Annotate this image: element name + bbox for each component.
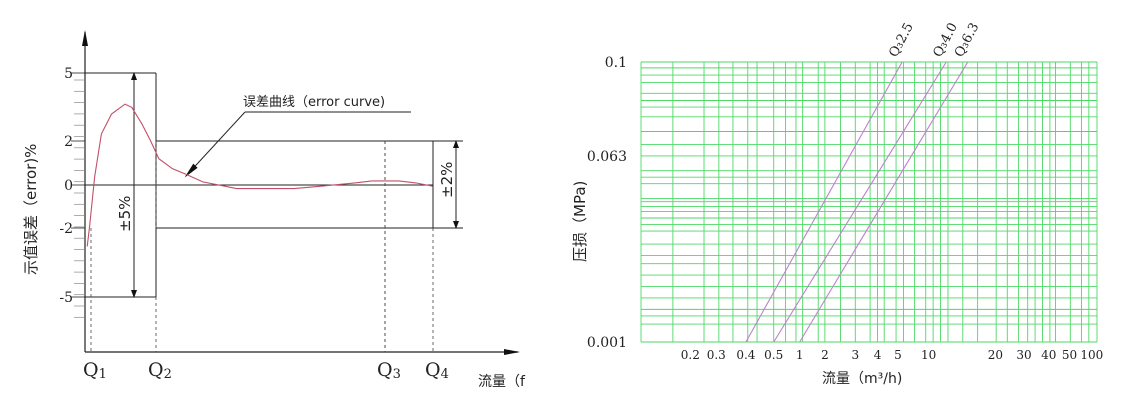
x-tick-label: 0.5 [764,348,783,362]
y-tick-label: -5 [59,290,73,306]
error-curve [86,103,433,247]
limit-label-2: ±2% [438,162,456,198]
x-tick-label: 0.4 [736,348,755,362]
x-tick-label: 0.2 [681,348,700,362]
x-tick-label: 20 [988,348,1003,362]
q-sub: 1 [99,367,107,382]
y-tick-label: 5 [64,66,73,82]
x-tick-label: 4 [874,348,882,362]
y-tick-label: -2 [59,221,73,237]
x-tick-label: 2 [821,348,829,362]
x-tick-label: 5 [894,348,902,362]
y-tick-label: 0 [64,178,73,194]
q-main: Q [148,359,164,381]
x-axis-label: 流量（f [478,374,526,390]
x-tick-label-q4: Q4 [425,359,449,382]
error-curve-annotation: 误差曲线（error curve) [243,95,385,110]
annotation-leader-arrow [184,111,246,178]
y-tick-label: 0.063 [587,149,627,165]
x-tick-label: 100 [1080,348,1103,362]
x-axis-label: 流量（m³/h) [822,371,902,387]
q-sub: 4 [441,367,449,382]
x-tick-label: 30 [1016,348,1031,362]
x-tick-label: 0.3 [707,348,726,362]
x-tick-label: 50 [1062,348,1077,362]
series-line-2 [799,61,969,343]
x-tick-label-q2: Q2 [148,359,172,382]
q-main: Q [377,359,393,381]
y-tick-label: 0.001 [587,335,627,351]
q-main: Q [425,359,441,381]
y-tick-label: 0.1 [605,55,627,71]
y-axis-label: 示值误差（error)% [22,144,40,275]
x-tick-label: 3 [851,348,859,362]
y-axis-label: 压损（MPa) [571,181,589,262]
x-tick-label: 1 [796,348,804,362]
error-curve-chart: 520-2-5Q1 Q2 Q3 Q4 示值误差（error)% 流量（f 误差曲线（e… [22,30,526,390]
x-tick-label: 10 [921,348,936,362]
x-tick-label: 40 [1041,348,1056,362]
series-line-1 [773,61,947,343]
series-line-0 [745,61,903,343]
q-main: Q [83,359,99,381]
x-tick-label-q3: Q3 [377,359,401,382]
x-tick-label-q1: Q1 [83,359,107,382]
limit-label-5: ±5% [116,196,134,232]
q-sub: 3 [393,367,401,382]
series-label-0: Q₃2.5 [886,21,916,60]
y-tick-label: 2 [64,134,73,150]
q-sub: 2 [164,367,172,382]
